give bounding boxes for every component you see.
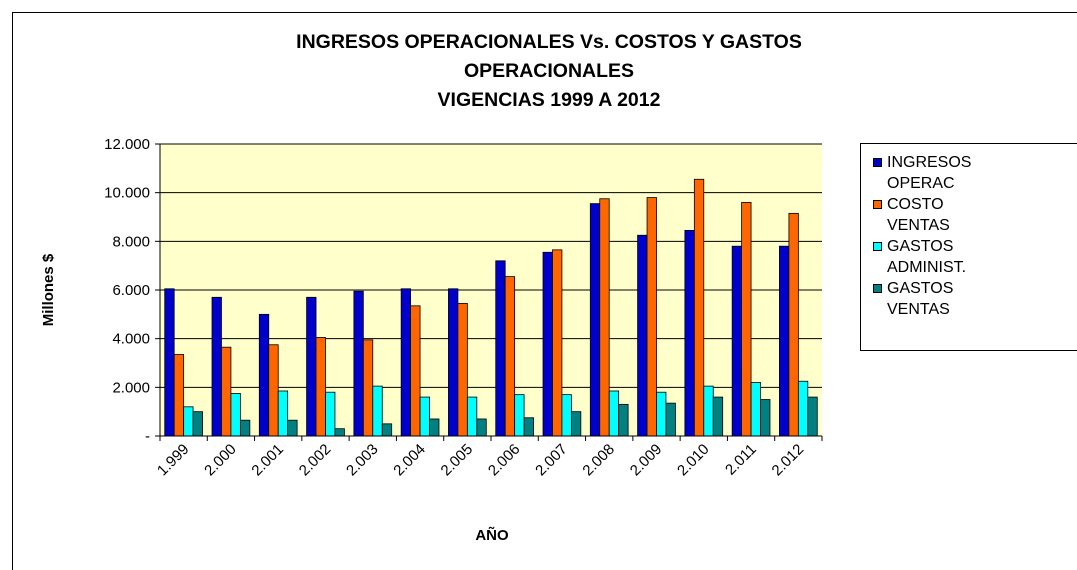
bar — [504, 276, 516, 437]
bar — [429, 418, 440, 437]
bar — [277, 390, 289, 437]
legend-label: GASTOS VENTAS — [887, 280, 954, 318]
bar — [608, 390, 620, 437]
bar — [466, 396, 478, 437]
bar — [258, 313, 270, 437]
bar — [514, 394, 525, 437]
bar — [306, 296, 317, 437]
bar — [637, 234, 648, 437]
bar — [570, 411, 582, 437]
bar — [807, 396, 818, 437]
chart-subtitle: VIGENCIAS 1999 A 2012 — [437, 89, 661, 111]
legend: INGRESOS OPERAC COSTO VENTAS GASTOS ADMINI… — [860, 143, 1077, 351]
chart-title-block: INGRESOS OPERACIONALES Vs. COSTOS Y GAST… — [219, 28, 879, 115]
bar — [703, 385, 714, 437]
bar — [589, 203, 601, 437]
bar — [334, 428, 345, 437]
bar — [315, 337, 326, 437]
bar — [684, 229, 695, 437]
bar — [448, 288, 459, 437]
bar — [523, 417, 534, 437]
bar — [599, 198, 610, 437]
bar — [221, 346, 232, 437]
legend-label: COSTO VENTAS — [887, 196, 950, 234]
bar — [656, 391, 667, 437]
bar — [457, 302, 468, 437]
bar — [362, 339, 374, 437]
bar — [760, 399, 771, 437]
bar — [552, 249, 563, 437]
bar — [797, 380, 809, 437]
y-tick-label: - — [145, 428, 150, 445]
bar — [325, 391, 336, 437]
bar — [400, 288, 412, 437]
legend-swatch — [873, 158, 882, 167]
bar — [419, 396, 430, 437]
y-tick-label: 12.000 — [104, 136, 150, 153]
legend-label: GASTOS ADMINIST. — [887, 238, 967, 276]
legend-label: INGRESOS OPERAC — [887, 154, 972, 192]
y-tick-label: 10.000 — [104, 185, 150, 202]
bar — [779, 245, 790, 437]
bar — [239, 419, 251, 437]
bar — [211, 296, 222, 437]
bar — [230, 393, 241, 437]
y-tick-label: 2.000 — [112, 379, 150, 396]
bar — [495, 260, 506, 437]
bar — [741, 201, 752, 437]
y-axis-label: Millones $ — [40, 253, 57, 326]
bar — [646, 197, 657, 437]
bar — [287, 419, 298, 437]
bar — [372, 385, 383, 437]
y-tick-label: 8.000 — [112, 233, 150, 250]
bar — [381, 423, 393, 437]
legend-swatch — [873, 242, 882, 251]
bar — [750, 382, 761, 437]
bar — [561, 394, 572, 437]
bar — [353, 290, 364, 437]
bar — [192, 411, 203, 437]
y-tick-label: 6.000 — [112, 282, 150, 299]
bar — [476, 418, 487, 437]
bar — [693, 178, 705, 437]
bar — [712, 396, 724, 437]
bar — [410, 305, 421, 437]
chart-title: INGRESOS OPERACIONALES Vs. COSTOS Y GAST… — [296, 31, 802, 82]
bar — [618, 403, 629, 437]
bar — [665, 402, 676, 437]
x-axis-label: AÑO — [475, 526, 509, 544]
bar — [183, 406, 194, 437]
bar — [788, 212, 799, 437]
y-tick-label: 4.000 — [112, 331, 150, 348]
bar — [173, 354, 185, 437]
legend-swatch — [873, 284, 882, 293]
legend-swatch — [873, 200, 882, 209]
bar — [164, 288, 175, 437]
bar — [542, 251, 553, 437]
bar — [731, 245, 743, 437]
bar — [268, 344, 279, 437]
